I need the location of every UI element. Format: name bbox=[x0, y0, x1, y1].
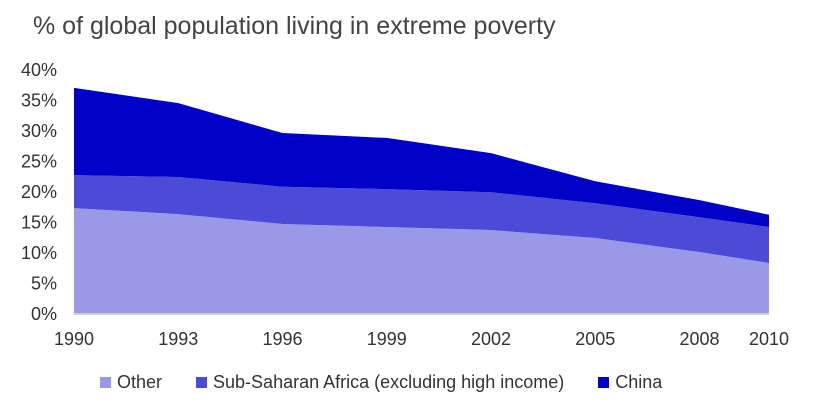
x-tick-label: 2008 bbox=[679, 329, 719, 349]
legend-swatch bbox=[100, 377, 111, 388]
x-tick-label: 1996 bbox=[262, 329, 302, 349]
x-tick-label: 1993 bbox=[158, 329, 198, 349]
x-tick-label: 1999 bbox=[367, 329, 407, 349]
legend-swatch bbox=[196, 377, 208, 388]
x-tick-label: 1990 bbox=[54, 329, 94, 349]
y-tick-label: 25% bbox=[21, 152, 57, 172]
y-tick-label: 10% bbox=[21, 243, 57, 263]
legend: Other Sub-Saharan Africa (excluding high … bbox=[100, 372, 696, 393]
x-tick-label: 2005 bbox=[575, 329, 615, 349]
y-tick-label: 0% bbox=[31, 304, 57, 324]
legend-label: Other bbox=[117, 372, 163, 392]
y-tick-label: 20% bbox=[21, 182, 57, 202]
legend-label: China bbox=[615, 372, 663, 392]
y-tick-label: 5% bbox=[31, 274, 57, 294]
area-sub-saharan bbox=[74, 175, 769, 263]
legend-swatch bbox=[598, 377, 610, 388]
y-tick-label: 15% bbox=[21, 213, 57, 233]
y-tick-label: 35% bbox=[21, 91, 57, 111]
y-tick-label: 30% bbox=[21, 121, 57, 141]
area-china bbox=[74, 87, 769, 227]
x-tick-label: 2002 bbox=[471, 329, 511, 349]
legend-item: Sub-Saharan Africa (excluding high incom… bbox=[196, 372, 564, 393]
legend-item: China bbox=[598, 372, 662, 393]
legend-item: Other bbox=[100, 372, 162, 393]
area-other bbox=[74, 208, 769, 313]
x-tick-label: 2010 bbox=[749, 329, 789, 349]
chart-title: % of global population living in extreme… bbox=[33, 12, 556, 40]
y-tick-label: 40% bbox=[21, 60, 57, 80]
legend-label: Sub-Saharan Africa (excluding high incom… bbox=[213, 372, 565, 392]
